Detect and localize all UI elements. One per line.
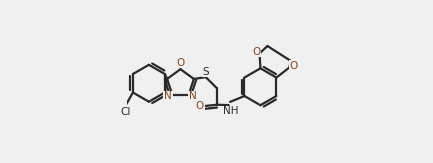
- Text: N: N: [189, 91, 197, 101]
- Text: O: O: [196, 101, 204, 111]
- Text: N: N: [164, 91, 172, 101]
- Text: O: O: [289, 61, 297, 71]
- Text: O: O: [176, 58, 184, 67]
- Text: Cl: Cl: [120, 107, 130, 117]
- Text: NH: NH: [223, 106, 238, 116]
- Text: O: O: [252, 47, 261, 57]
- Text: S: S: [203, 67, 209, 77]
